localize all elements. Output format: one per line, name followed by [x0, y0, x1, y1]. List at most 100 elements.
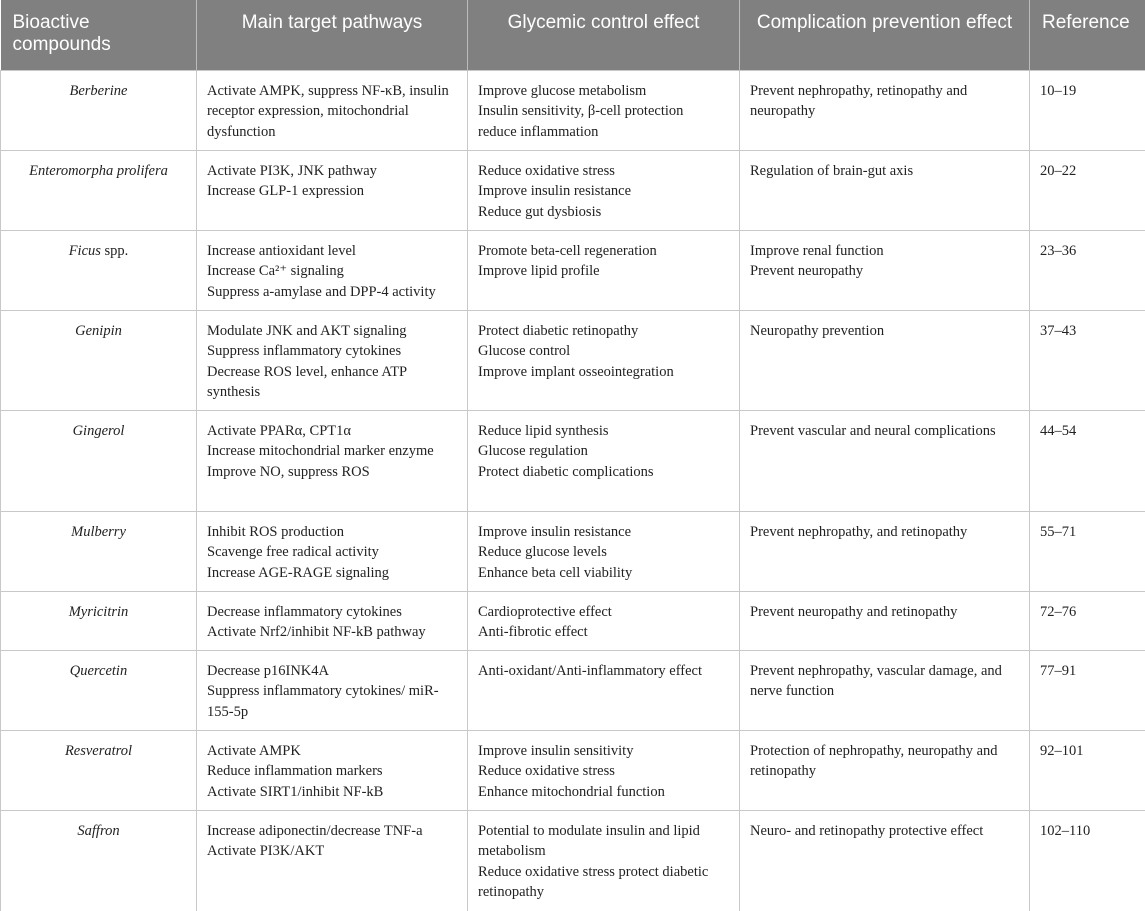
cell-line: Modulate JNK and AKT signaling [207, 322, 407, 339]
table-row: Myricitrin Decrease inflammatory cytokine… [0, 590, 1145, 651]
compound-name: Mulberry [71, 523, 126, 540]
compound-name: Resveratrol [64, 742, 133, 759]
table-cell: Regulation of brain-gut axis [739, 149, 1030, 231]
table-cell: Improve insulin resistance Reduce glucose… [467, 510, 740, 592]
cell-line: Anti-oxidant/Anti-inflammatory effect [478, 662, 703, 679]
reference-cell: 92–101 [1029, 729, 1145, 811]
cell-line: Prevent neuropathy [750, 263, 864, 279]
cell-line: Activate PPARα, CPT1α [207, 422, 351, 439]
cell-line: Enhance beta cell viability [478, 564, 633, 581]
cell-line: Improve insulin sensitivity [478, 742, 634, 759]
cell-line: Glucose regulation [478, 443, 588, 459]
table-cell: Activate PPARα, CPT1α Increase mitochondr… [196, 409, 468, 512]
table-cell: Potential to modulate insulin and lipid … [467, 809, 740, 911]
table-cell: Reduce lipid synthesis Glucose regulation… [467, 409, 740, 512]
table-row: Mulberry Inhibit ROS production Scavenge f… [0, 510, 1145, 592]
table-row: Enteromorpha prolifera Activate PI3K, JNK… [0, 149, 1145, 231]
cell-line: Increase Ca²⁺ signaling [207, 263, 344, 279]
cell-line: Activate PI3K, JNK pathway [207, 162, 377, 179]
table-cell: Modulate JNK and AKT signaling Suppress i… [196, 309, 468, 411]
cell-line: Reduce oxidative stress protect diabetic… [478, 863, 709, 901]
cell-line: Prevent nephropathy, and retinopathy [750, 523, 968, 540]
reference-cell: 55–71 [1029, 510, 1145, 592]
cell-line: Neuro- and retinopathy protective effect [750, 822, 984, 839]
cell-line: Reduce gut dysbiosis [478, 203, 602, 220]
table-cell: Activate AMPK Reduce inflammation markers… [196, 729, 468, 811]
table-body: Berberine Activate AMPK, suppress NF-κB, … [0, 69, 1145, 911]
cell-line: Improve implant osseointegration [478, 363, 674, 380]
cell-line: Decrease inflammatory cytokines [207, 603, 402, 620]
table-cell: Resveratrol [0, 729, 197, 811]
table-cell: Decrease inflammatory cytokines Activate … [196, 590, 468, 651]
cell-line: Suppress a-amylase and DPP-4 activity [207, 283, 436, 300]
header-cell: Glycemic control effect [467, 0, 740, 70]
table-cell: Activate AMPK, suppress NF-κB, insulin r… [196, 69, 468, 151]
cell-line: Glucose control [478, 343, 571, 359]
cell-line: Neuropathy prevention [750, 322, 885, 339]
cell-line: Insulin sensitivity, β-cell protection [478, 103, 684, 119]
cell-line: Improve renal function [750, 242, 884, 259]
table-cell: Protect diabetic retinopathy Glucose cont… [467, 309, 740, 411]
cell-line: Inhibit ROS production [207, 523, 344, 540]
cell-line: Activate Nrf2/inhibit NF-kB pathway [207, 624, 426, 640]
cell-line: Potential to modulate insulin and lipid … [478, 822, 700, 860]
cell-line: Reduce lipid synthesis [478, 422, 609, 439]
table-row: Berberine Activate AMPK, suppress NF-κB, … [0, 69, 1145, 151]
cell-line: Activate AMPK, suppress NF-κB, insulin r… [207, 82, 449, 140]
table-cell: Decrease p16INK4A Suppress inflammatory c… [196, 649, 468, 731]
table-row: Saffron Increase adiponectin/decrease TNF… [0, 809, 1145, 911]
table-cell: Prevent nephropathy, retinopathy and neu… [739, 69, 1030, 151]
table-cell: Prevent neuropathy and retinopathy [739, 590, 1030, 651]
cell-line: Decrease ROS level, enhance ATP synthesi… [207, 363, 407, 401]
cell-line: Promote beta-cell regeneration [478, 242, 657, 259]
table-cell: Quercetin [0, 649, 197, 731]
cell-line: Improve glucose metabolism [478, 82, 647, 99]
table-cell: Anti-oxidant/Anti-inflammatory effect [467, 649, 740, 731]
table-cell: Promote beta-cell regeneration Improve li… [467, 229, 740, 311]
table-cell: Prevent nephropathy, vascular damage, an… [739, 649, 1030, 731]
compound-name: Myricitrin [68, 603, 129, 620]
reference-cell: 37–43 [1029, 309, 1145, 411]
table-cell: Prevent vascular and neural complication… [739, 409, 1030, 512]
table-row: Resveratrol Activate AMPK Reduce inflammat… [0, 729, 1145, 811]
cell-line: Suppress inflammatory cytokines [207, 343, 402, 359]
cell-line: Prevent vascular and neural complication… [750, 422, 996, 439]
table-cell: Inhibit ROS production Scavenge free radi… [196, 510, 468, 592]
table-cell: Improve glucose metabolism Insulin sensit… [467, 69, 740, 151]
table-row: Quercetin Decrease p16INK4A Suppress infla… [0, 649, 1145, 731]
compound-name: Quercetin [69, 662, 128, 679]
table-row: Ficus spp. Increase antioxidant level Incr… [0, 229, 1145, 311]
cell-line: Scavenge free radical activity [207, 544, 379, 560]
table-cell: Enteromorpha prolifera [0, 149, 197, 231]
cell-line: Protect diabetic retinopathy [478, 322, 639, 339]
table-cell: Increase adiponectin/decrease TNF-a Activ… [196, 809, 468, 911]
table-cell: Neuropathy prevention [739, 309, 1030, 411]
cell-line: Improve insulin resistance [478, 183, 632, 199]
reference-cell: 20–22 [1029, 149, 1145, 231]
cell-line: Prevent neuropathy and retinopathy [750, 603, 958, 620]
cell-line: Reduce inflammation markers [207, 763, 383, 779]
reference-cell: 77–91 [1029, 649, 1145, 731]
cell-line: Protect diabetic complications [478, 463, 654, 480]
cell-line: Enhance mitochondrial function [478, 783, 665, 800]
cell-line: Increase antioxidant level [207, 242, 356, 259]
table-cell: Myricitrin [0, 590, 197, 651]
cell-line: Increase AGE-RAGE signaling [207, 564, 390, 581]
compound-name: Saffron [77, 822, 120, 839]
cell-line: Increase GLP-1 expression [207, 183, 365, 199]
cell-line: reduce inflammation [478, 123, 599, 140]
reference-cell: 102–110 [1029, 809, 1145, 911]
cell-line: Reduce oxidative stress [478, 763, 615, 779]
cell-line: Protection of nephropathy, neuropathy an… [750, 742, 998, 780]
cell-line: Reduce oxidative stress [478, 162, 615, 179]
cell-line: Increase adiponectin/decrease TNF-a [207, 822, 423, 839]
reference-cell: 10–19 [1029, 69, 1145, 151]
cell-line: Cardioprotective effect [478, 603, 612, 620]
table-cell: Protection of nephropathy, neuropathy an… [739, 729, 1030, 811]
cell-line: Activate AMPK [207, 742, 301, 759]
compound-name: Ficus [68, 242, 101, 259]
table-cell: Gingerol [0, 409, 197, 512]
table-cell: Prevent nephropathy, and retinopathy [739, 510, 1030, 592]
